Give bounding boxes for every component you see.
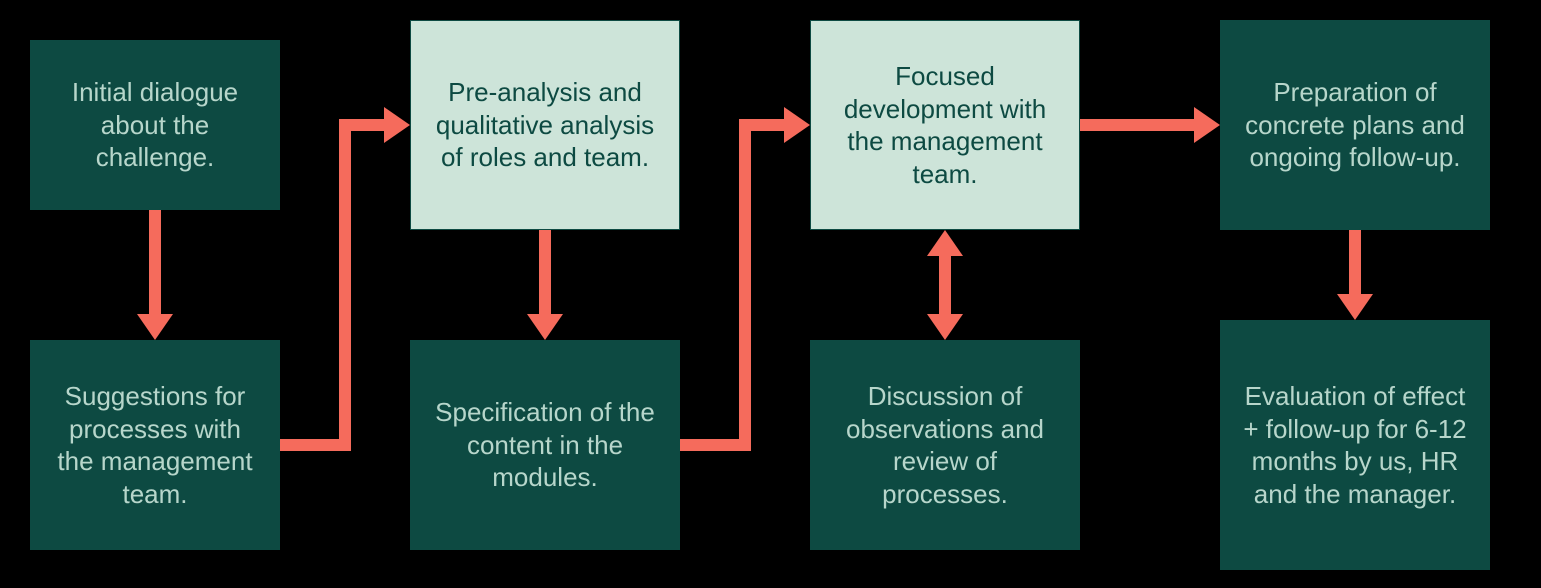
flow-node-n5: Focused development with the management …: [810, 20, 1080, 230]
flow-node-n4: Specification of the content in the modu…: [410, 340, 680, 550]
flow-node-label: Pre-analysis and qualitative analysis of…: [429, 76, 661, 174]
flow-node-n1: Initial dialogue about the challenge.: [30, 40, 280, 210]
flow-node-n7: Preparation of concrete plans and ongoin…: [1220, 20, 1490, 230]
flow-node-label: Focused development with the management …: [829, 60, 1061, 190]
flow-node-n6: Discussion of observations and review of…: [810, 340, 1080, 550]
flow-node-n8: Evaluation of effect + follow-up for 6-1…: [1220, 320, 1490, 570]
flow-node-label: Evaluation of effect + follow-up for 6-1…: [1238, 380, 1472, 510]
flow-node-label: Suggestions for processes with the manag…: [48, 380, 262, 510]
flow-node-n2: Suggestions for processes with the manag…: [30, 340, 280, 550]
flow-node-label: Initial dialogue about the challenge.: [48, 76, 262, 174]
flow-node-label: Preparation of concrete plans and ongoin…: [1238, 76, 1472, 174]
flow-node-label: Specification of the content in the modu…: [428, 396, 662, 494]
flow-node-label: Discussion of observations and review of…: [828, 380, 1062, 510]
flow-node-n3: Pre-analysis and qualitative analysis of…: [410, 20, 680, 230]
